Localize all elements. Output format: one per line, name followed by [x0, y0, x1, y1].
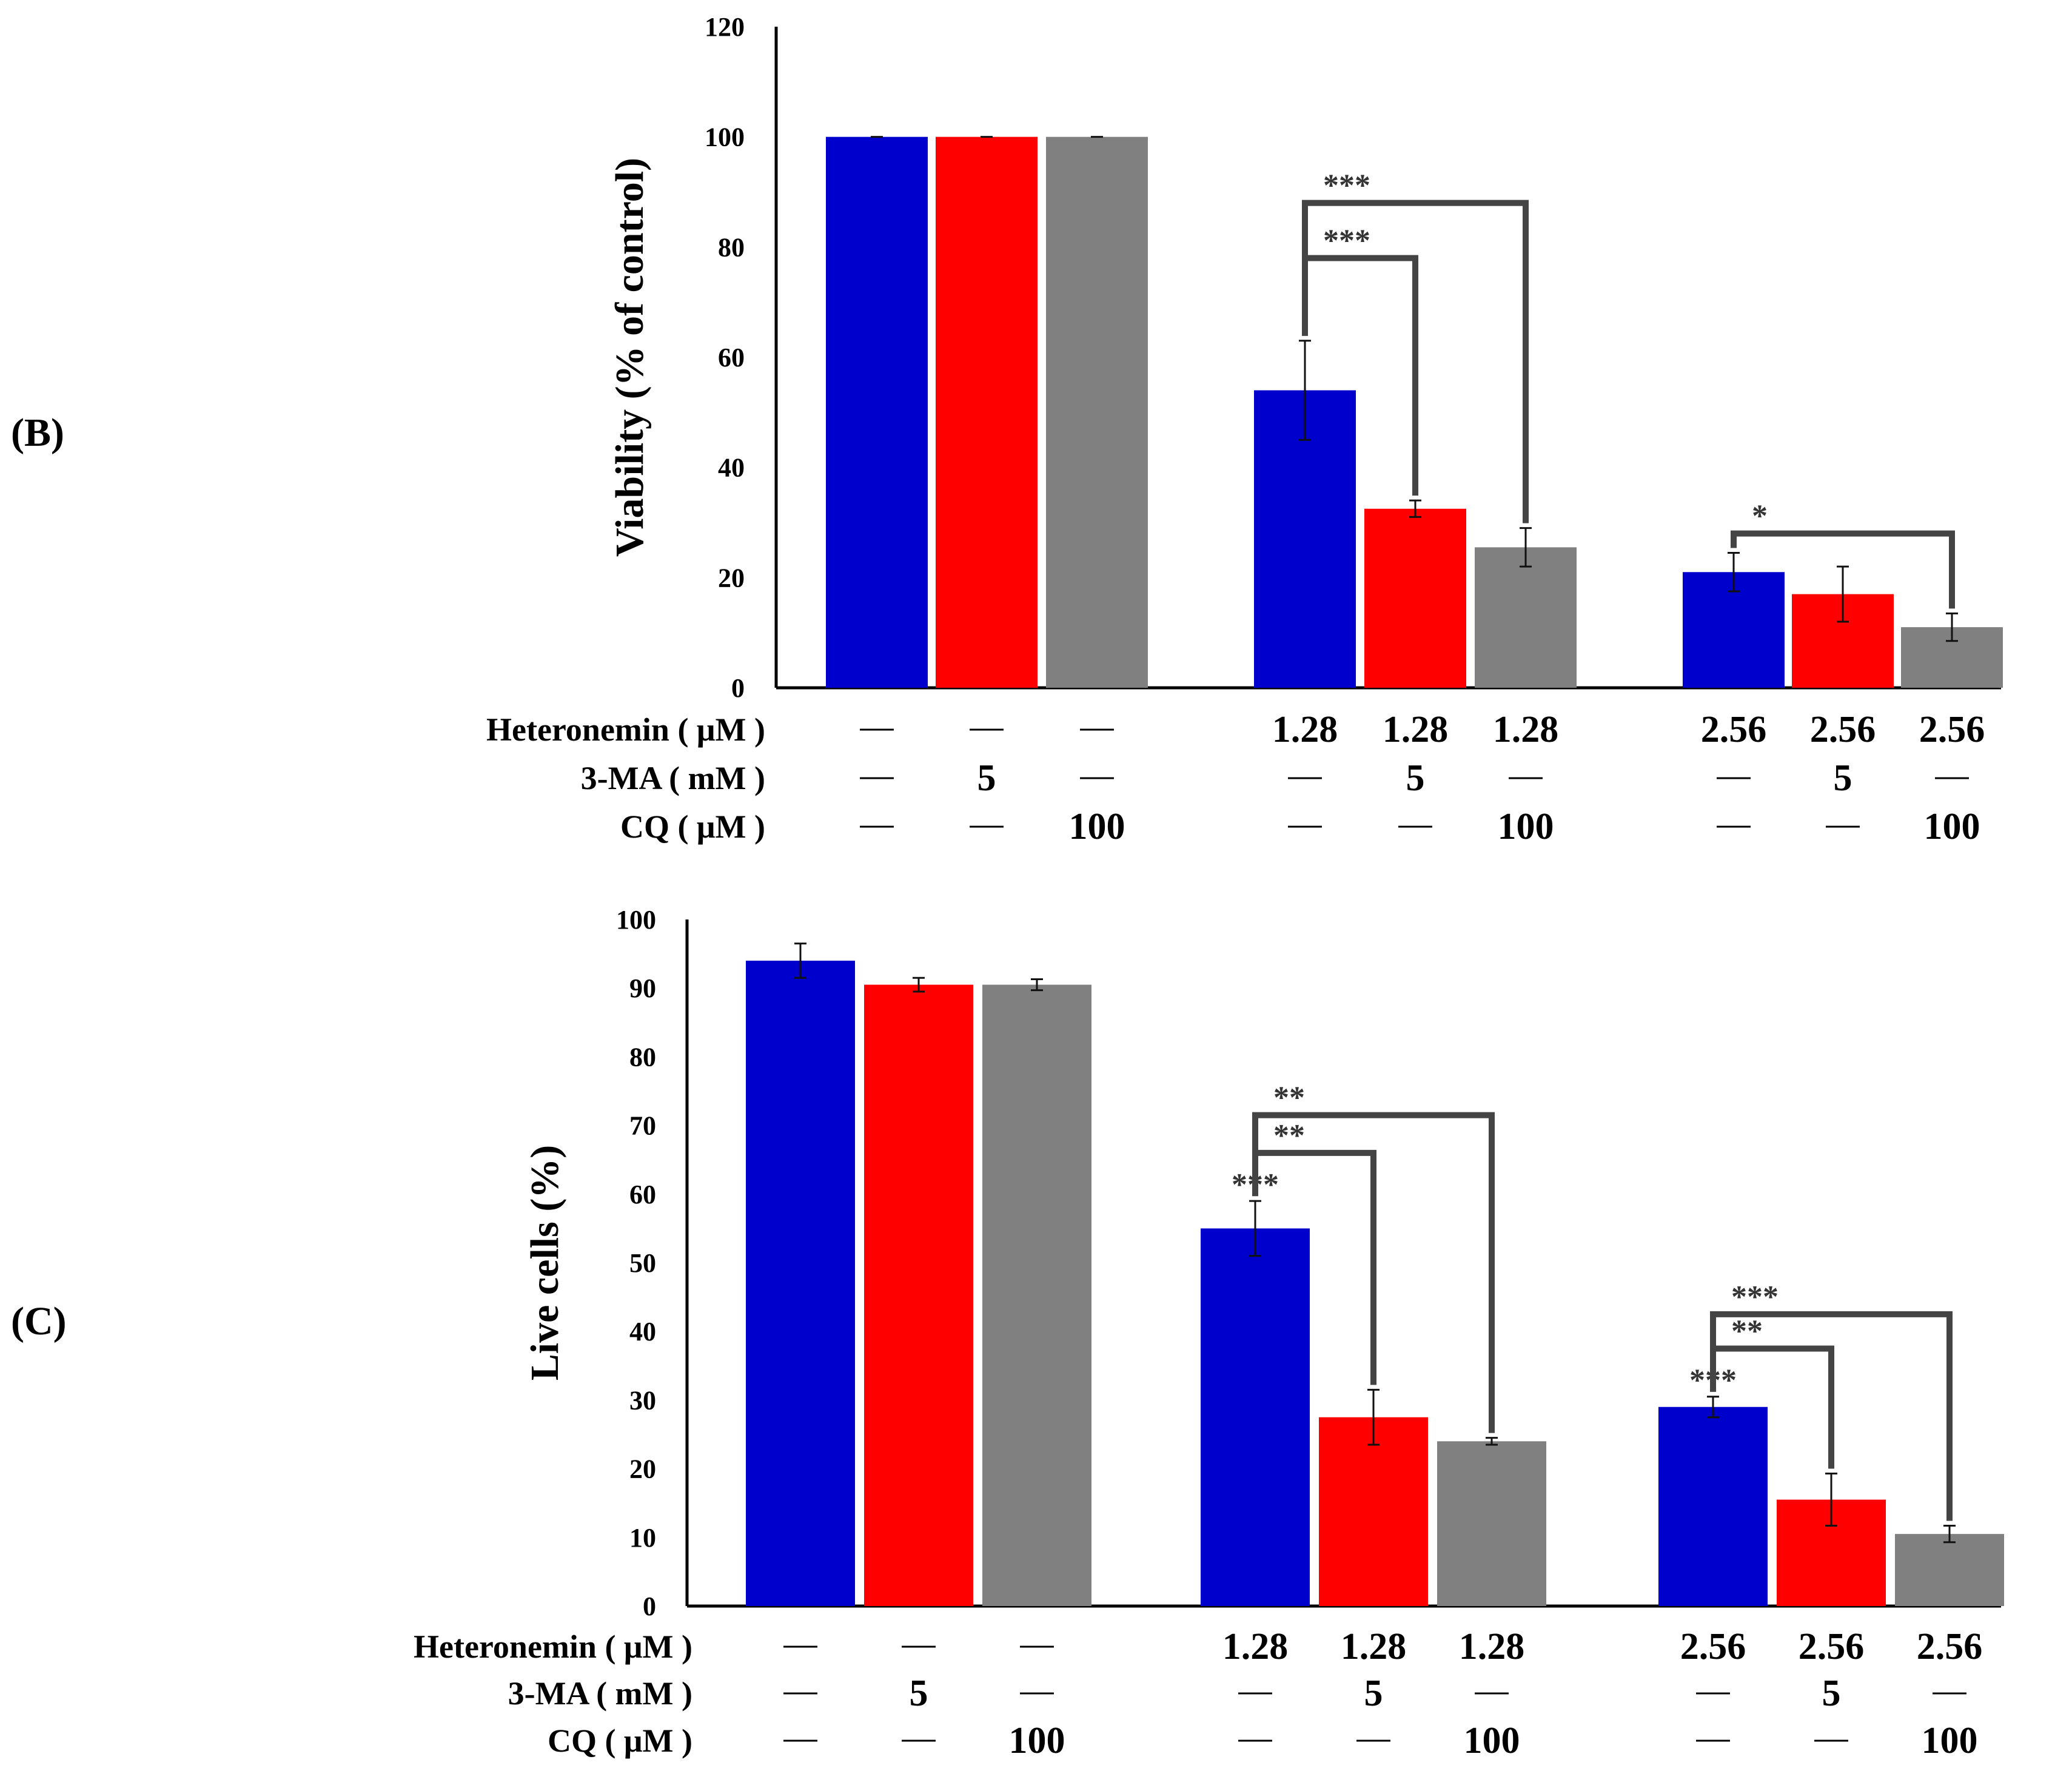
- bar: [746, 960, 855, 1606]
- y-axis-label: Viability (% of control): [608, 158, 652, 557]
- y-tick-label: 10: [629, 1523, 656, 1553]
- condition-value: 1.28: [1493, 709, 1559, 750]
- y-tick-label: 0: [731, 673, 745, 703]
- condition-value: 100: [1924, 806, 1980, 847]
- condition-value: 100: [1069, 806, 1125, 847]
- significance-label: ***: [1323, 169, 1370, 203]
- y-tick-label: 70: [629, 1111, 656, 1141]
- significance-bracket: [1252, 1149, 1376, 1385]
- condition-row-label: 3-MA ( mM ): [508, 1675, 692, 1712]
- condition-value: 100: [1009, 1720, 1065, 1761]
- condition-row-label: CQ ( μM ): [548, 1723, 692, 1759]
- significance-bracket: [1302, 255, 1418, 496]
- condition-row-label: CQ ( μM ): [620, 808, 765, 845]
- y-tick-label: 20: [629, 1454, 656, 1484]
- y-tick-label: 80: [629, 1042, 656, 1072]
- y-tick-label: 20: [718, 563, 745, 593]
- significance-label: ***: [1731, 1280, 1779, 1314]
- y-tick-label: 40: [629, 1317, 656, 1346]
- bar: [936, 136, 1038, 688]
- condition-value: 5: [977, 758, 996, 799]
- condition-value: 5: [1822, 1673, 1841, 1714]
- condition-value: 2.56: [1919, 709, 1985, 750]
- y-tick-label: 40: [718, 453, 745, 483]
- y-axis-label: Live cells (%): [523, 1145, 567, 1381]
- condition-value: 1.28: [1383, 709, 1449, 750]
- condition-value: 5: [1406, 758, 1425, 799]
- panel-b-viability-chart: (B) Viability (% of control) 0 20 40 60 80 100 1…: [11, 12, 2003, 847]
- y-tick-label: 50: [629, 1248, 656, 1278]
- condition-value: 1.28: [1272, 709, 1338, 750]
- bar: [1201, 1228, 1310, 1606]
- y-tick-label: 30: [629, 1385, 656, 1415]
- condition-value: 2.56: [1701, 709, 1767, 750]
- y-tick-label: 120: [705, 12, 745, 42]
- condition-value: 100: [1498, 806, 1554, 847]
- bar: [1475, 547, 1577, 688]
- panel-label: (B): [11, 411, 64, 455]
- bar: [982, 984, 1091, 1606]
- bar: [864, 984, 973, 1606]
- y-tick-label: 60: [629, 1180, 656, 1209]
- significance-label: **: [1273, 1081, 1305, 1115]
- condition-value: 2.56: [1680, 1626, 1746, 1667]
- y-tick-label: 90: [629, 973, 656, 1003]
- panel-label: (C): [11, 1299, 67, 1343]
- condition-row-label: Heteronemin ( μM ): [486, 711, 765, 748]
- condition-value: 1.28: [1459, 1626, 1525, 1667]
- significance-label: ***: [1323, 224, 1370, 258]
- condition-value: 1.28: [1222, 1626, 1289, 1667]
- significance-label: **: [1273, 1118, 1305, 1153]
- significance-bracket: [1731, 530, 1955, 609]
- condition-value: 1.28: [1341, 1626, 1407, 1667]
- y-tick-label: 0: [643, 1592, 656, 1621]
- bar: [1437, 1441, 1546, 1606]
- condition-value: 5: [910, 1673, 928, 1714]
- y-tick-label: 60: [718, 343, 745, 372]
- condition-value: 100: [1922, 1720, 1978, 1761]
- condition-value: 5: [1364, 1673, 1383, 1714]
- y-tick-label: 100: [705, 123, 745, 152]
- significance-label: *: [1752, 499, 1768, 534]
- y-tick-label: 100: [616, 905, 656, 935]
- significance-label: **: [1731, 1314, 1763, 1349]
- condition-value: 2.56: [1917, 1626, 1983, 1667]
- bar: [1364, 508, 1466, 688]
- bar: [1319, 1417, 1428, 1606]
- panel-c-live-cells-chart: (C) Live cells (%) 0 10 20 30 40 50 60 70 80 90 100 *…: [11, 905, 2004, 1761]
- bar: [826, 136, 928, 688]
- significance-bracket: [1710, 1345, 1834, 1469]
- condition-value: 5: [1834, 758, 1852, 799]
- condition-value: 2.56: [1810, 709, 1876, 750]
- condition-value: 100: [1464, 1720, 1520, 1761]
- bar: [1658, 1407, 1768, 1606]
- y-tick-label: 80: [718, 232, 745, 262]
- condition-row-label: 3-MA ( mM ): [581, 760, 765, 796]
- bar: [1895, 1534, 2004, 1606]
- condition-value: 2.56: [1799, 1626, 1865, 1667]
- bar: [1046, 136, 1148, 688]
- condition-row-label: Heteronemin ( μM ): [414, 1629, 692, 1665]
